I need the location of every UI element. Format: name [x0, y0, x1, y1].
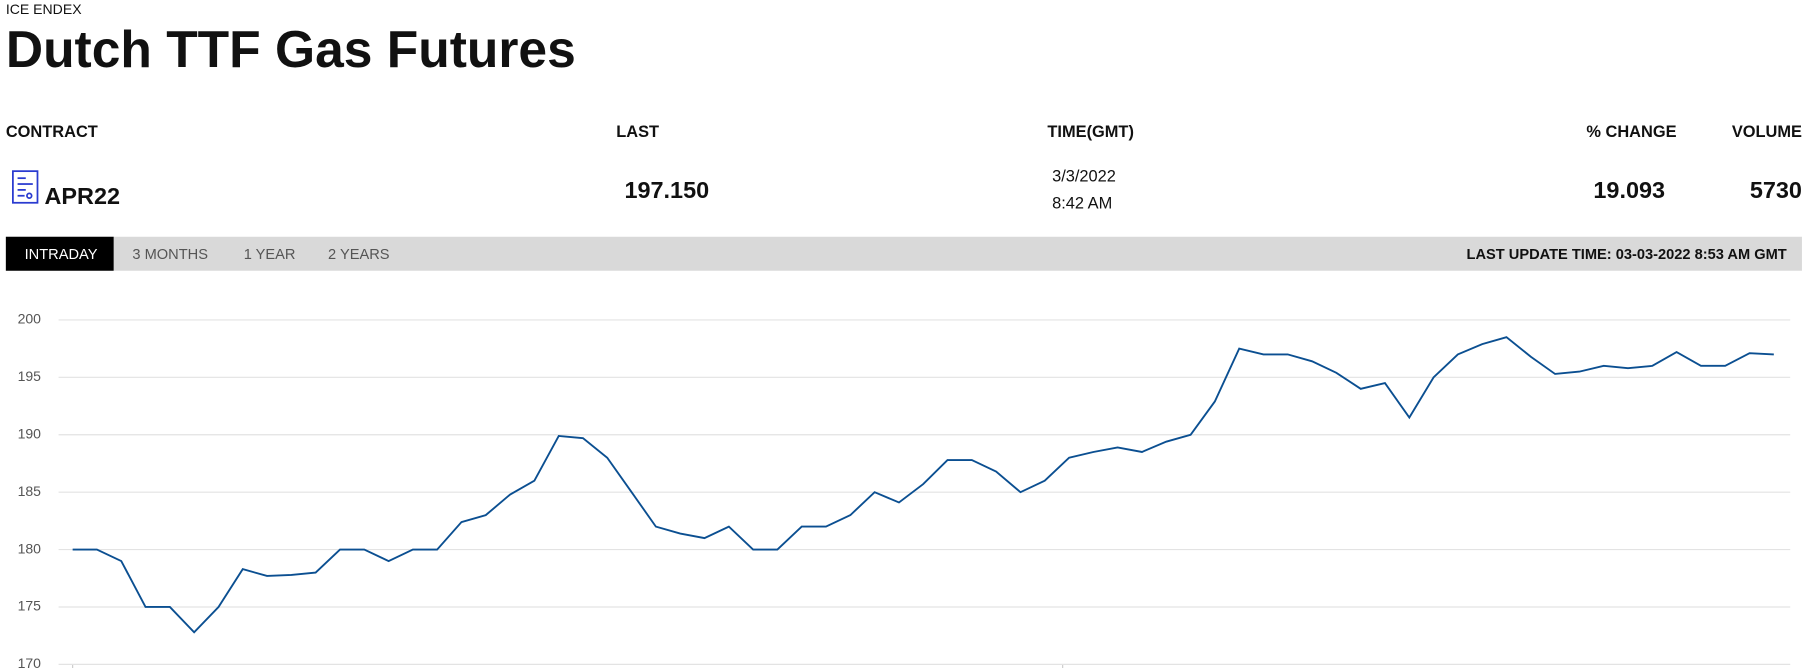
- time: 8:42 AM: [1052, 195, 1112, 213]
- col-header: LAST: [616, 123, 659, 141]
- change: 19.093: [1593, 177, 1665, 203]
- y-tick-label: 195: [18, 368, 42, 384]
- y-tick-label: 200: [18, 311, 42, 327]
- tab[interactable]: 1 YEAR: [244, 247, 296, 263]
- last: 197.150: [624, 177, 709, 203]
- tab[interactable]: 3 MONTHS: [132, 247, 208, 263]
- price-line: [72, 336, 1774, 634]
- date: 3/3/2022: [1052, 168, 1116, 186]
- tab-bar: [5, 236, 1802, 271]
- y-tick-label: 170: [18, 655, 42, 668]
- contract-icon[interactable]: [12, 170, 39, 204]
- col-header: TIME(GMT): [1047, 123, 1133, 141]
- y-tick-label: 175: [18, 598, 42, 614]
- volume: 5730: [1750, 177, 1802, 203]
- y-tick-label: 190: [18, 425, 42, 441]
- col-header: % CHANGE: [1586, 123, 1676, 141]
- page-title: Dutch TTF Gas Futures: [6, 20, 576, 78]
- last-update: LAST UPDATE TIME: 03-03-2022 8:53 AM GMT: [1467, 247, 1787, 263]
- tab-active[interactable]: [5, 236, 114, 271]
- source: ICE ENDEX: [6, 1, 82, 17]
- col-header: CONTRACT: [6, 123, 98, 141]
- tab[interactable]: INTRADAY: [25, 247, 98, 263]
- col-header: VOLUME: [1732, 123, 1802, 141]
- y-tick-label: 185: [18, 483, 42, 499]
- tab[interactable]: 2 YEARS: [328, 247, 390, 263]
- contract[interactable]: APR22: [45, 183, 121, 209]
- y-tick-label: 180: [18, 540, 42, 556]
